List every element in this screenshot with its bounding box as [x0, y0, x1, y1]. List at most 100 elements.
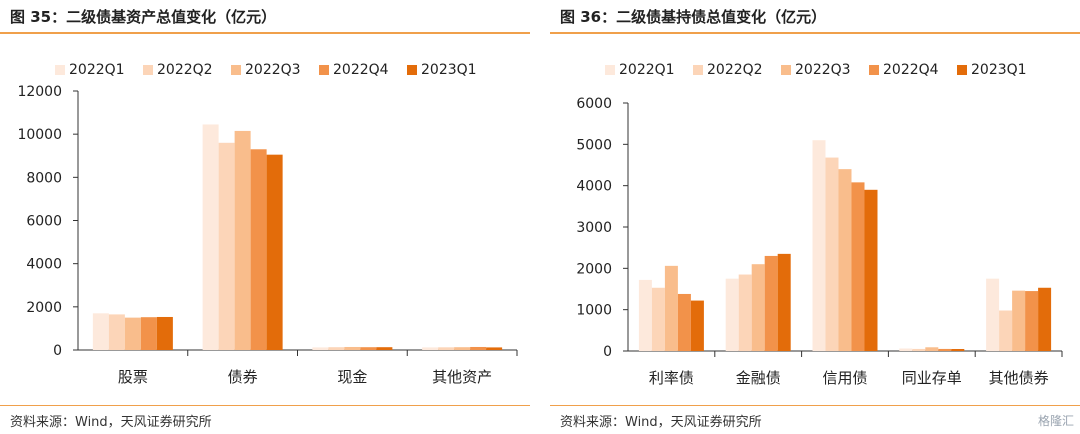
- y-tick-label: 10000: [17, 127, 62, 143]
- bar: [825, 157, 839, 351]
- legend-swatch: [781, 65, 791, 75]
- bar: [218, 142, 235, 350]
- bar: [951, 349, 965, 351]
- bar: [838, 169, 852, 351]
- y-tick-label: 4000: [576, 179, 612, 195]
- x-tick-label: 利率债: [649, 369, 694, 387]
- y-tick-label: 6000: [26, 214, 62, 230]
- y-tick-label: 2000: [576, 261, 612, 277]
- bar: [912, 348, 926, 351]
- bar: [1012, 290, 1026, 351]
- bar: [651, 287, 665, 351]
- bar: [899, 348, 913, 351]
- bar: [1025, 291, 1039, 351]
- bar: [454, 347, 471, 350]
- legend-swatch: [319, 65, 329, 75]
- bar: [764, 255, 778, 351]
- watermark-logo: 格隆汇: [1037, 414, 1074, 428]
- bar: [677, 293, 691, 351]
- source-note: 资料来源：Wind，天风证券研究所: [560, 415, 762, 430]
- bar: [751, 264, 765, 351]
- legend-swatch: [407, 65, 417, 75]
- y-tick-label: 5000: [576, 137, 612, 153]
- chart-panel-right: 图 36：二级债基持债总值变化（亿元） 2022Q1 2022Q2 2022Q3 20…: [550, 0, 1080, 434]
- legend-label: 2023Q1: [971, 62, 1027, 78]
- bar: [738, 274, 752, 351]
- x-tick-label: 同业存单: [902, 369, 962, 387]
- chart-panel-left: 图 35：二级债基资产总值变化（亿元） 2022Q1 2022Q2 2022Q3 20…: [0, 0, 530, 434]
- bar: [777, 253, 791, 351]
- source-rule: [550, 405, 1080, 406]
- bar: [328, 347, 345, 350]
- figure-title: 图 36：二级债基持债总值变化（亿元）: [560, 8, 827, 26]
- y-tick-label: 8000: [26, 170, 62, 186]
- x-tick-label: 信用债: [822, 369, 867, 387]
- legend-swatch: [605, 65, 615, 75]
- y-tick-label: 1000: [576, 303, 612, 319]
- source-rule: [0, 405, 530, 406]
- bar: [202, 124, 219, 351]
- bar: [1038, 287, 1052, 351]
- title-rule: [0, 32, 530, 34]
- bar: [376, 347, 393, 350]
- bar: [864, 189, 878, 351]
- bar: [812, 140, 826, 351]
- bar: [312, 347, 329, 350]
- legend-label: 2022Q3: [245, 62, 301, 78]
- y-tick-label: 3000: [576, 220, 612, 236]
- bond-holdings-chart: 2022Q1 2022Q2 2022Q3 2022Q4 2023Q1 0 1000 2000 3…: [576, 62, 1063, 387]
- y-tick-label: 12000: [17, 84, 62, 100]
- legend-swatch: [231, 65, 241, 75]
- bar: [725, 278, 739, 351]
- bar: [438, 347, 455, 350]
- bar: [360, 347, 377, 350]
- bar: [690, 300, 704, 351]
- bar: [925, 347, 939, 351]
- bar: [664, 265, 678, 351]
- legend-swatch: [693, 65, 703, 75]
- bar: [266, 154, 283, 350]
- asset-total-chart: 2022Q1 2022Q2 2022Q3 2022Q4 2023Q1 0 2000 4000 6…: [17, 62, 518, 386]
- bar: [344, 346, 361, 350]
- bar: [638, 279, 652, 351]
- legend-swatch: [55, 65, 65, 75]
- x-tick-label: 其他资产: [432, 368, 492, 386]
- bar: [250, 149, 267, 350]
- bar: [851, 182, 865, 351]
- bar: [234, 130, 251, 350]
- bar: [999, 310, 1013, 351]
- legend-swatch: [957, 65, 967, 75]
- x-tick-label: 股票: [118, 368, 148, 386]
- legend-label: 2023Q1: [421, 62, 477, 78]
- bar: [422, 347, 439, 350]
- legend-label: 2022Q4: [333, 62, 389, 78]
- legend-swatch: [869, 65, 879, 75]
- source-note: 资料来源：Wind，天风证券研究所: [10, 415, 212, 430]
- x-tick-label: 金融债: [736, 369, 781, 387]
- title-rule: [550, 32, 1080, 34]
- legend-label: 2022Q4: [883, 62, 939, 78]
- bar: [156, 316, 173, 350]
- y-tick-label: 6000: [576, 96, 612, 112]
- bar: [124, 317, 141, 350]
- legend-label: 2022Q2: [157, 62, 213, 78]
- legend-label: 2022Q1: [619, 62, 675, 78]
- legend-label: 2022Q3: [795, 62, 851, 78]
- y-tick-label: 0: [603, 344, 612, 360]
- bar: [986, 278, 1000, 351]
- figure-title: 图 35：二级债基资产总值变化（亿元）: [10, 8, 277, 26]
- bar: [140, 317, 157, 350]
- x-tick-label: 债券: [228, 368, 258, 386]
- bar: [486, 347, 503, 350]
- bar: [470, 346, 487, 350]
- x-tick-label: 其他债券: [989, 369, 1049, 387]
- y-tick-label: 2000: [26, 300, 62, 316]
- bar: [92, 313, 109, 350]
- y-tick-label: 4000: [26, 257, 62, 273]
- legend-label: 2022Q2: [707, 62, 763, 78]
- y-tick-label: 0: [53, 343, 62, 359]
- legend-label: 2022Q1: [69, 62, 125, 78]
- bar: [938, 348, 952, 351]
- legend-swatch: [143, 65, 153, 75]
- x-tick-label: 现金: [337, 368, 367, 386]
